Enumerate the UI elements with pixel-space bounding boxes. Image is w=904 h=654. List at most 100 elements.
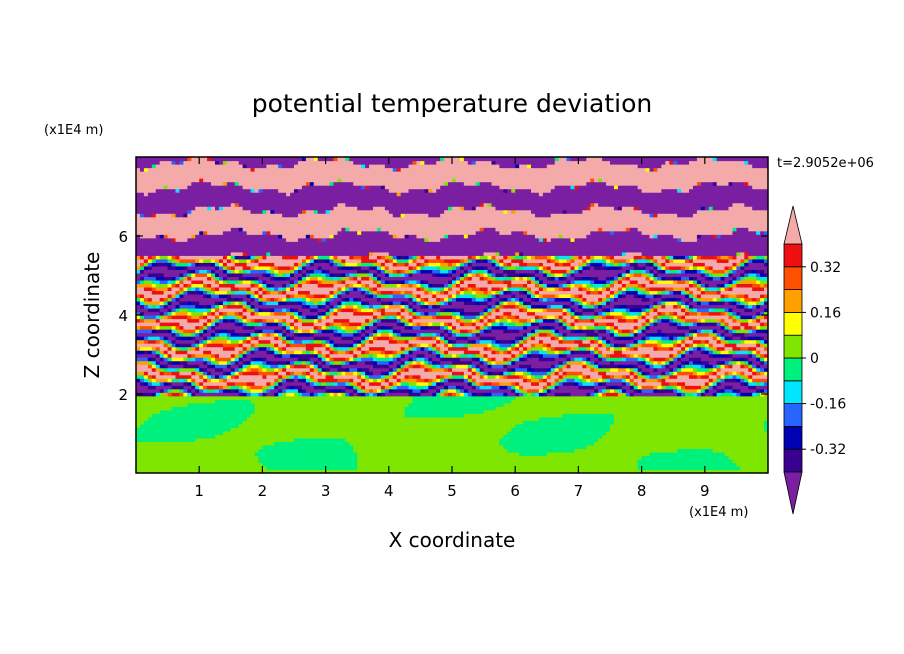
heatmap-cell (495, 427, 500, 432)
heatmap-cell (534, 367, 540, 372)
heatmap-cell (448, 448, 453, 453)
heatmap-cell (692, 381, 698, 386)
heatmap-cell (341, 423, 346, 428)
heatmap-cell (507, 371, 512, 376)
heatmap-cell (531, 367, 536, 372)
heatmap-cell (692, 399, 698, 404)
heatmap-cell (617, 406, 623, 411)
heatmap-cell (740, 381, 745, 386)
heatmap-cell (736, 364, 741, 369)
heatmap-cell (602, 430, 607, 435)
heatmap-cell (282, 444, 287, 450)
heatmap-cell (594, 402, 599, 407)
heatmap-cell (448, 458, 453, 464)
heatmap-cell (459, 416, 465, 421)
heatmap-cell (685, 381, 690, 386)
heatmap-cell (523, 423, 528, 428)
heatmap-cell (629, 371, 635, 376)
heatmap-cell (491, 434, 497, 439)
heatmap-cell (297, 430, 303, 435)
heatmap-cell (459, 423, 465, 428)
heatmap-cell (400, 444, 406, 450)
heatmap-cell (317, 458, 323, 464)
heatmap-cell (294, 448, 299, 453)
heatmap-cell (365, 427, 370, 432)
heatmap-cell (230, 385, 236, 390)
heatmap-cell (329, 378, 335, 383)
heatmap-cell (562, 378, 568, 383)
heatmap-cell (459, 378, 465, 383)
heatmap-cell (562, 371, 568, 376)
heatmap-cell (345, 392, 350, 397)
heatmap-cell (519, 385, 524, 390)
heatmap-cell (274, 385, 279, 390)
heatmap-cell (712, 437, 718, 442)
heatmap-cell (207, 385, 212, 390)
heatmap-cell (353, 444, 358, 450)
heatmap-cell (179, 385, 184, 390)
heatmap-cell (649, 458, 655, 464)
heatmap-cell (542, 416, 548, 421)
heatmap-cell (637, 409, 643, 414)
heatmap-cell (147, 395, 153, 400)
heatmap-cell (760, 371, 765, 376)
heatmap-cell (420, 434, 425, 439)
heatmap-cell (420, 458, 425, 464)
heatmap-cell (436, 399, 441, 404)
heatmap-cell (617, 465, 623, 471)
heatmap-cell (677, 444, 682, 450)
heatmap-cell (558, 444, 564, 450)
heatmap-cell (191, 402, 196, 407)
heatmap-cell (218, 367, 224, 372)
heatmap-cell (238, 420, 244, 425)
heatmap-cell (373, 451, 378, 457)
heatmap-cell (215, 416, 220, 421)
heatmap-cell (586, 462, 591, 467)
heatmap-cell (337, 367, 342, 372)
heatmap-cell (309, 413, 315, 418)
heatmap-cell (574, 413, 579, 418)
heatmap-cell (673, 413, 678, 418)
heatmap-cell (724, 399, 730, 404)
heatmap-cell (139, 409, 145, 414)
heatmap-cell (692, 465, 698, 471)
heatmap-cell (645, 455, 651, 460)
heatmap-cell (708, 381, 714, 386)
heatmap-cell (471, 413, 477, 418)
heatmap-cell (136, 399, 141, 404)
heatmap-cell (388, 374, 394, 379)
heatmap-cell (673, 420, 678, 425)
heatmap-cell (748, 458, 753, 464)
heatmap-cell (744, 434, 749, 439)
heatmap-cell (254, 465, 260, 471)
heatmap-cell (376, 444, 382, 450)
heatmap-cell (475, 364, 481, 369)
heatmap-cell (708, 406, 714, 411)
heatmap-cell (696, 371, 702, 376)
heatmap-cell (760, 465, 765, 471)
heatmap-cell (274, 392, 279, 397)
heatmap-cell (376, 388, 382, 393)
heatmap-cell (171, 392, 177, 397)
heatmap-cell (511, 430, 516, 435)
heatmap-cell (657, 458, 662, 464)
heatmap-cell (471, 399, 477, 404)
heatmap-cell (507, 381, 512, 386)
heatmap-cell (440, 399, 445, 404)
heatmap-cell (207, 360, 212, 365)
heatmap-cell (617, 395, 623, 400)
heatmap-cell (309, 388, 315, 393)
heatmap-cell (459, 462, 465, 467)
heatmap-cell (317, 371, 323, 376)
heatmap-cell (455, 402, 461, 407)
heatmap-cell (329, 385, 335, 390)
heatmap-cell (301, 469, 307, 473)
heatmap-cell (333, 392, 339, 397)
heatmap-cell (685, 444, 690, 450)
heatmap-cell (301, 364, 307, 369)
heatmap-cell (499, 469, 504, 473)
heatmap-cell (736, 395, 741, 400)
heatmap-cell (467, 465, 473, 471)
heatmap-cell (578, 374, 583, 379)
heatmap-cell (712, 399, 718, 404)
